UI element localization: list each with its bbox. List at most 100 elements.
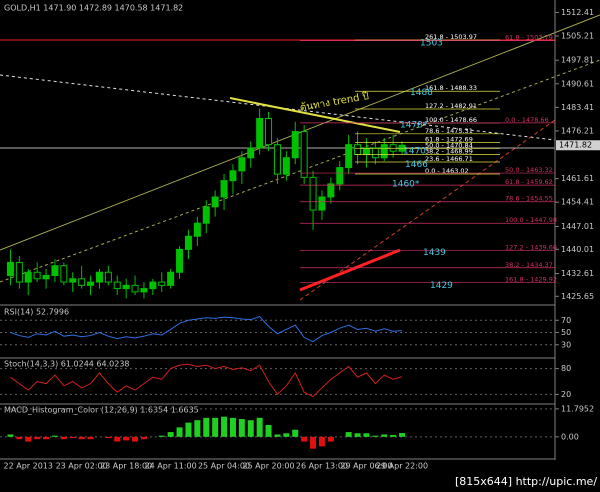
fib-label: 23.6 - 1466.71	[425, 155, 473, 163]
level-label: 1478*	[400, 121, 428, 131]
candle-body	[167, 271, 175, 286]
histogram-bar	[78, 436, 85, 440]
y-tick-label: 1490.61	[561, 79, 594, 88]
x-tick-label: 22 Apr 2013	[4, 462, 53, 471]
panel-title: RSI(14) 52.7996	[4, 308, 69, 317]
trend-line	[299, 248, 401, 292]
histogram-bar	[354, 433, 361, 437]
fib-label: 127.2 - 1439.66	[505, 243, 557, 251]
indicator-line	[10, 315, 403, 343]
histogram-bar	[229, 417, 236, 437]
histogram-bar	[390, 434, 397, 437]
annotation: ต้นทาง trend ปี	[299, 90, 370, 114]
histogram-bar	[132, 436, 139, 442]
level-label: 1466	[405, 160, 428, 170]
fib-label: 100.0 - 1478.66	[425, 116, 477, 124]
candle-body	[15, 261, 23, 283]
y-tick-label: 1476.21	[561, 126, 594, 135]
candle-body	[87, 281, 95, 286]
chart-title: GOLD,H1 1471.90 1472.89 1470.58 1471.82	[4, 4, 183, 13]
x-tick-label: 23 Apr 02:00	[56, 462, 108, 471]
histogram-bar	[283, 433, 290, 437]
trend-line	[0, 59, 600, 283]
fib-label: 61.8 - 1472.69	[425, 135, 473, 143]
histogram-bar	[203, 417, 210, 437]
histogram-bar	[123, 436, 130, 441]
candle-body	[78, 278, 86, 286]
candle-body	[300, 131, 308, 178]
fib-label: 161.8 - 1488.33	[425, 84, 477, 92]
trend-line	[0, 14, 600, 251]
candle-body	[362, 147, 370, 155]
x-tick-label: 25 Apr 04:00	[198, 462, 250, 471]
fib-label: 38.2 - 1468.99	[425, 148, 473, 156]
candle-body	[389, 144, 397, 152]
candle-body	[176, 248, 184, 273]
panel-title: MACD_Histogram_Color (12,26,9) 1.6354 1.…	[4, 406, 199, 415]
candle-body	[354, 144, 362, 155]
candle-body	[291, 131, 299, 159]
fib-label: 78.6 - 1475.31	[425, 127, 473, 135]
fib-label: 50.0 - 1463.32	[505, 166, 553, 174]
level-label: 1488	[410, 88, 433, 98]
candle-body	[149, 281, 157, 290]
histogram-bar	[212, 417, 219, 437]
level-label: 1503	[420, 39, 443, 49]
y-tick-label: 1432.61	[561, 269, 594, 278]
y-tick-label: 1440.01	[561, 245, 594, 254]
histogram-bar	[372, 435, 379, 437]
candle-body	[220, 180, 228, 198]
histogram-bar	[274, 434, 281, 437]
candle-body	[247, 147, 255, 159]
fib-label: 127.2 - 1482.91	[425, 102, 477, 110]
candle-body	[202, 206, 210, 224]
candle-body	[282, 157, 290, 175]
y-tick-label: 50	[561, 328, 571, 337]
candle-body	[131, 284, 139, 293]
candle-body	[33, 271, 41, 280]
histogram-bar	[87, 436, 94, 440]
histogram-bar	[158, 435, 165, 437]
candle-body	[42, 275, 50, 280]
x-tick-label: 23 Apr 18:00	[100, 462, 152, 471]
level-label: 1439	[423, 248, 446, 258]
x-tick-label: 26 Apr 13:00	[296, 462, 348, 471]
candle-body	[211, 196, 219, 208]
y-tick-label: 1447.01	[561, 222, 594, 231]
candle-body	[104, 271, 112, 283]
candle-body	[380, 144, 388, 159]
fib-label: 0.0 - 1463.02	[425, 167, 469, 175]
candle-body	[122, 284, 130, 290]
candle-body	[158, 281, 166, 286]
y-tick-label: 1454.41	[561, 198, 594, 207]
candle-body	[238, 157, 246, 172]
histogram-bar	[43, 436, 50, 440]
histogram-bar	[301, 436, 308, 442]
histogram-bar	[345, 432, 352, 437]
histogram-bar	[114, 436, 121, 442]
histogram-bar	[140, 436, 147, 440]
histogram-bar	[238, 419, 245, 437]
trend-line	[229, 97, 401, 133]
fib-label: 38.2 - 1434.37	[505, 261, 553, 269]
y-tick-label: 20	[561, 390, 571, 399]
candle-body	[140, 288, 148, 293]
histogram-bar	[265, 424, 272, 437]
histogram-bar	[185, 422, 192, 437]
histogram-bar	[292, 429, 299, 437]
histogram-bar	[105, 436, 112, 439]
y-tick-label: 1505.21	[561, 32, 594, 41]
histogram-bar	[16, 436, 23, 440]
y-tick-label: 1461.61	[561, 174, 594, 183]
candle-body	[51, 265, 59, 277]
candle-body	[193, 222, 201, 237]
fib-label: 100.0 - 1447.98	[505, 216, 557, 224]
histogram-bar	[60, 436, 67, 440]
fib-label: 61.8 - 1459.62	[505, 178, 553, 186]
x-tick-label: 25 Apr 20:00	[242, 462, 294, 471]
histogram-bar	[381, 434, 388, 437]
histogram-bar	[318, 436, 325, 447]
histogram-bar	[247, 420, 254, 437]
candle-body	[309, 176, 317, 211]
